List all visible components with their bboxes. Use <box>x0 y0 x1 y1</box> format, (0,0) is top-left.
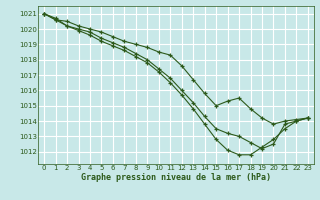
X-axis label: Graphe pression niveau de la mer (hPa): Graphe pression niveau de la mer (hPa) <box>81 173 271 182</box>
